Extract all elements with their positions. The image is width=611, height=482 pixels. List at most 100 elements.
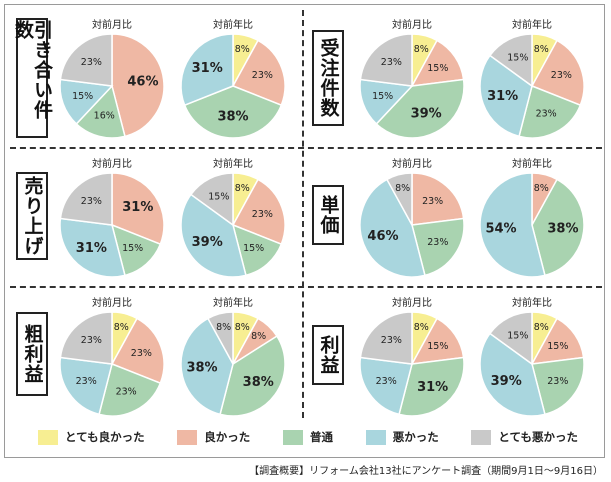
pie-slice-very-bad xyxy=(59,172,113,226)
row-divider-1 xyxy=(10,147,602,149)
pie-slice-good xyxy=(110,317,165,385)
legend-swatch xyxy=(283,429,303,445)
pie-slice-very-bad xyxy=(59,33,113,87)
pie-slice-label: 46% xyxy=(127,75,158,90)
legend-label: 普通 xyxy=(310,430,333,444)
category-label-text: 単価 xyxy=(317,195,340,235)
pie-slice-label: 39% xyxy=(491,374,522,389)
pie-slice-good xyxy=(231,39,286,107)
pie-slice-bad xyxy=(479,172,546,278)
legend-item-normal: 普通 xyxy=(283,429,333,445)
legend-item-good: 良かった xyxy=(177,429,250,445)
pie-slice-label: 31% xyxy=(192,61,223,76)
pie-slice-label: 23% xyxy=(81,335,102,346)
pie-slice-label: 23% xyxy=(381,57,402,68)
pie-slice-very-bad xyxy=(59,311,113,365)
pie-slice-normal xyxy=(531,178,585,277)
legend-item-bad: 悪かった xyxy=(365,429,439,445)
pie-slice-label: 8% xyxy=(534,183,549,194)
pie-slice-label: 15% xyxy=(547,341,568,352)
pie-slice-label: 15% xyxy=(372,91,393,102)
pie-slice-label: 39% xyxy=(411,106,442,121)
pie-title: 対前年比 xyxy=(213,159,253,170)
pie-slice-label: 8% xyxy=(235,183,250,194)
pie-slice-label: 8% xyxy=(235,44,250,55)
pie-title: 対前月比 xyxy=(92,298,132,309)
pie-title: 対前月比 xyxy=(92,159,132,170)
pie-slice-label: 39% xyxy=(192,235,223,250)
category-label-profit: 利益 xyxy=(312,325,344,385)
category-label-sales: 売り上げ xyxy=(16,172,48,260)
pie-slice-label: 46% xyxy=(367,229,398,244)
pie-slice-bad xyxy=(180,317,234,416)
row-divider-2 xyxy=(10,286,602,288)
pie-slice-label: 15% xyxy=(507,331,528,342)
legend-label: 悪かった xyxy=(392,430,439,444)
pie-slice-label: 8% xyxy=(114,322,129,333)
pie-slice-label: 38% xyxy=(547,221,578,236)
column-divider xyxy=(302,10,304,418)
pie-slice-label: 15% xyxy=(427,341,448,352)
pie-slice-label: 23% xyxy=(376,376,397,387)
pie-slice-label: 23% xyxy=(551,70,572,81)
pie-title: 対前月比 xyxy=(392,20,432,31)
pie-slice-label: 31% xyxy=(76,241,107,256)
pie-slice-label: 31% xyxy=(122,200,153,215)
pie-title: 対前月比 xyxy=(92,20,132,31)
pie-slice-bad xyxy=(359,178,426,278)
pie-slice-label: 23% xyxy=(116,386,137,397)
pie-slice-label: 15% xyxy=(507,53,528,64)
category-label-text: 受注件数 xyxy=(317,38,340,118)
pie-slice-label: 8% xyxy=(414,44,429,55)
category-label-orders: 受注件数 xyxy=(312,30,344,126)
legend-item-very-bad: とても悪かった xyxy=(471,429,578,445)
pie-title: 対前年比 xyxy=(213,20,253,31)
pie-slice-label: 38% xyxy=(217,110,248,125)
pie-slice-good xyxy=(231,178,286,246)
pie-slice-normal xyxy=(98,362,162,417)
pie-title: 対前年比 xyxy=(512,20,552,31)
pie-slice-label: 16% xyxy=(94,111,115,122)
pie-slice-label: 23% xyxy=(131,348,152,359)
pie-slice-normal xyxy=(75,84,126,139)
pie-slice-label: 8% xyxy=(534,44,549,55)
pie-slice-label: 23% xyxy=(81,57,102,68)
pie-slice-label: 54% xyxy=(485,221,516,236)
pie-slice-label: 8% xyxy=(216,322,231,333)
pie-slice-label: 23% xyxy=(76,376,97,387)
pie-slice-label: 15% xyxy=(243,243,264,254)
legend-swatch xyxy=(177,429,198,445)
pie-slice-good xyxy=(111,33,165,138)
pie-slice-label: 38% xyxy=(243,375,274,390)
pie-slice-label: 23% xyxy=(547,376,568,387)
legend-label: とても良かった xyxy=(65,430,145,444)
pie-title: 対前年比 xyxy=(512,298,552,309)
category-label-gross-profit: 粗利益 xyxy=(16,312,48,396)
pie-slice-very-bad xyxy=(206,311,234,365)
legend-swatch xyxy=(471,429,492,445)
pie-slice-bad xyxy=(59,356,113,416)
pie-slice-bad xyxy=(479,54,533,138)
pie-slice-label: 23% xyxy=(381,335,402,346)
pie-slice-label: 15% xyxy=(208,192,229,203)
pie-slice-good xyxy=(530,317,585,365)
pie-slice-bad xyxy=(59,217,126,278)
pie-title: 対前月比 xyxy=(392,159,432,170)
pie-slice-bad xyxy=(180,33,234,107)
pie-slice-label: 31% xyxy=(417,380,448,395)
pie-slice-good xyxy=(530,39,585,107)
legend-item-very-good: とても良かった xyxy=(38,429,145,445)
pie-slice-bad xyxy=(479,332,546,417)
legend: とても良かった 良かった 普通 悪かった とても悪かった xyxy=(38,426,578,448)
pie-slice-good xyxy=(410,317,465,365)
pie-slice-very-bad xyxy=(385,172,413,226)
pie-slice-label: 23% xyxy=(422,196,443,207)
pie-slice-normal xyxy=(398,356,465,417)
legend-swatch xyxy=(38,429,58,445)
